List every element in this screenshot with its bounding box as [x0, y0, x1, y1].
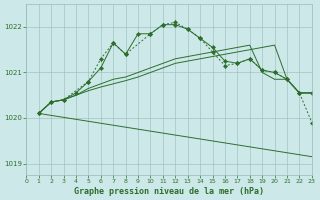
X-axis label: Graphe pression niveau de la mer (hPa): Graphe pression niveau de la mer (hPa) [74, 187, 264, 196]
